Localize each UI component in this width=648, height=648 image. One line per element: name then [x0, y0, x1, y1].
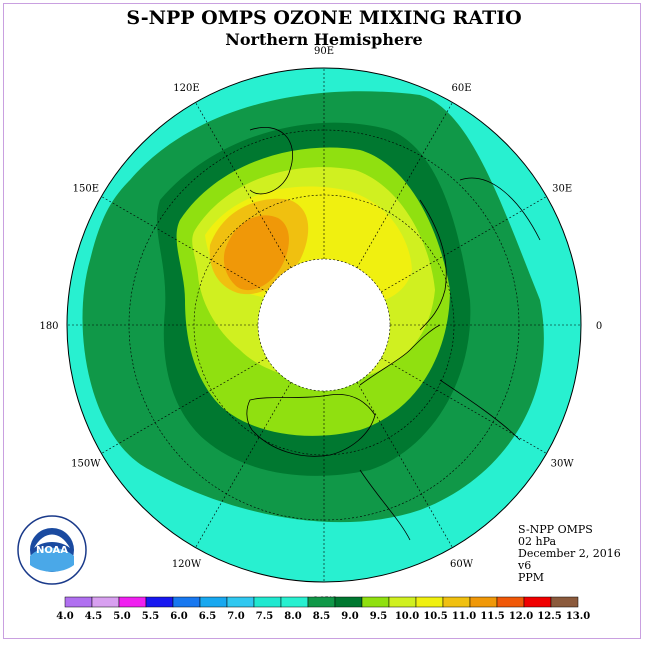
lon-label-0: 0 [596, 321, 602, 332]
lon-label-90w: 90W [312, 596, 336, 607]
info-pressure-level: 02 hPa [518, 535, 557, 548]
info-units: PPM [518, 571, 545, 584]
lon-label-60w: 60W [450, 559, 474, 570]
logo-lettering: NOAA [36, 545, 68, 556]
info-instrument: S-NPP OMPS [518, 523, 593, 536]
lon-label-120e: 120E [173, 83, 199, 94]
noaa-logo: NOAA [17, 515, 87, 585]
lon-label-150w: 150W [71, 459, 101, 470]
map-title: S-NPP OMPS OZONE MIXING RATIO [126, 7, 522, 29]
lon-label-30w: 30W [551, 459, 575, 470]
lon-label-180: 180 [39, 321, 58, 332]
lon-label-60e: 60E [451, 83, 471, 94]
polar-night-no-data [258, 259, 390, 391]
info-version: v6 [518, 559, 532, 572]
map-boundary [66, 67, 582, 583]
lon-label-30e: 30E [552, 184, 572, 195]
coastlines [246, 127, 541, 541]
lon-label-150e: 150E [73, 184, 99, 195]
lon-label-90e: 90E [314, 46, 334, 57]
info-date: December 2, 2016 [518, 547, 621, 560]
ozone-band-11.5 [223, 215, 289, 291]
map-subtitle: Northern Hemisphere [225, 30, 423, 49]
graticule [67, 68, 581, 582]
ozone-field [67, 68, 581, 582]
lon-label-120w: 120W [172, 559, 202, 570]
